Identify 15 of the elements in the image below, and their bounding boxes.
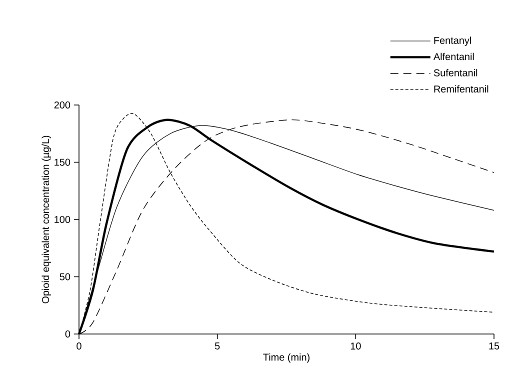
x-tick-label: 15 <box>489 342 500 350</box>
legend-label: Sufentanil <box>434 69 478 76</box>
y-axis-title: Opioid equivalent concentration (µg/L) <box>42 136 52 304</box>
x-tick-label: 5 <box>214 342 220 350</box>
x-axis-title: Time (min) <box>263 353 310 363</box>
legend-label: Fentanyl <box>434 36 471 46</box>
y-tick-label: 150 <box>54 158 70 166</box>
x-tick-label: 0 <box>76 342 82 350</box>
y-tick-label: 100 <box>54 216 70 224</box>
legend-label: Remifentanil <box>434 85 488 93</box>
legend-label: Alfentanil <box>433 52 474 60</box>
y-tick-label: 200 <box>54 101 70 109</box>
x-tick-label: 10 <box>350 342 361 350</box>
y-tick-label: 50 <box>60 273 70 280</box>
y-tick-label: 0 <box>65 330 70 338</box>
